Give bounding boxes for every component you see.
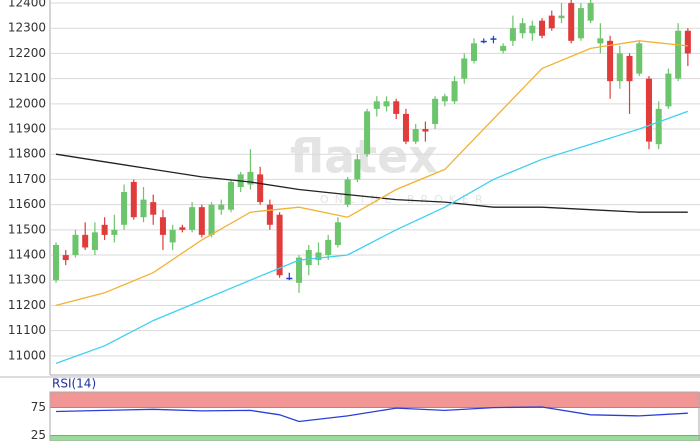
candle-body	[62, 255, 69, 261]
candle-body	[53, 244, 60, 281]
candle-body	[461, 58, 468, 79]
candle-body	[334, 222, 341, 245]
candle-body	[412, 129, 419, 142]
candle-body	[616, 53, 623, 82]
y-tick-label: 12100	[8, 71, 46, 85]
candle-body	[558, 15, 565, 19]
candle-body	[189, 207, 196, 230]
candle-body	[111, 229, 118, 235]
y-tick-label: 11500	[8, 222, 46, 236]
candle-body	[665, 73, 672, 107]
candle-body	[432, 98, 439, 124]
candle-body	[296, 257, 303, 283]
candle-body	[626, 55, 633, 82]
candle-body	[402, 113, 409, 142]
y-tick-label: 12400	[8, 0, 46, 10]
candle-body	[675, 30, 682, 79]
candle-body	[305, 250, 312, 266]
candle-body	[159, 217, 166, 235]
candle-body	[587, 3, 594, 21]
candle-body	[441, 96, 448, 102]
y-tick-label: 12000	[8, 96, 46, 110]
candle-body	[373, 101, 380, 109]
candle-body	[218, 204, 225, 210]
candle-body	[101, 224, 108, 235]
candle-body	[607, 40, 614, 82]
candle-body	[266, 204, 273, 225]
candle-body	[529, 25, 536, 34]
y-tick-label: 25	[31, 428, 46, 441]
candle-body	[470, 43, 478, 61]
candle-body	[325, 239, 332, 256]
candle-body	[169, 229, 176, 243]
candle-body	[247, 171, 254, 185]
candle-body	[315, 252, 322, 261]
candle-body	[121, 192, 128, 225]
y-tick-label: 12300	[8, 21, 46, 35]
y-tick-label: 11000	[8, 348, 46, 362]
rsi-band	[50, 435, 700, 441]
panel-border	[49, 391, 700, 441]
candle-body	[257, 174, 264, 203]
candle-body	[519, 23, 526, 34]
candle-body	[383, 101, 390, 107]
candle-body	[645, 78, 652, 142]
candle-body	[393, 101, 400, 114]
y-tick-label: 12200	[8, 46, 46, 60]
candle-body	[286, 277, 293, 280]
moving-average	[55, 40, 688, 307]
rsi-line	[55, 406, 688, 423]
candle-body	[140, 199, 147, 218]
y-tick-label: 11800	[8, 147, 46, 161]
moving-average	[55, 110, 689, 365]
y-tick-label: 11100	[8, 323, 46, 337]
candle-body	[227, 181, 235, 210]
y-tick-label: 11400	[8, 248, 46, 262]
candle-body	[500, 45, 507, 51]
rsi-title: RSI(14)	[52, 377, 96, 391]
candle-body	[150, 202, 157, 215]
candle-body	[568, 3, 575, 41]
candle-body	[451, 81, 458, 102]
candle-body	[82, 234, 89, 248]
candle-body	[597, 38, 604, 44]
candle-body	[276, 214, 283, 276]
candle-body	[208, 204, 215, 235]
candle-body	[354, 159, 361, 180]
candle-body	[548, 15, 555, 29]
candle-body	[72, 234, 79, 256]
y-tick-label: 11200	[8, 298, 46, 312]
candle-body	[91, 232, 98, 250]
candle-body	[539, 20, 546, 36]
candle-body	[364, 111, 371, 155]
candle-body	[130, 181, 137, 218]
y-tick-label: 11900	[8, 122, 46, 136]
y-tick-label: 11700	[8, 172, 46, 186]
rsi-band	[50, 392, 700, 408]
candle-body	[490, 38, 497, 40]
moving-average	[55, 153, 688, 213]
candle-body	[422, 129, 429, 132]
candle-body	[684, 30, 691, 54]
candle-body	[198, 207, 205, 235]
candle-body	[480, 40, 487, 43]
candle-body	[179, 227, 186, 230]
candle-body	[344, 179, 351, 205]
y-tick-label: 11600	[8, 197, 46, 211]
y-tick-label: 11300	[8, 273, 46, 287]
candle-body	[577, 8, 584, 39]
candle-body	[655, 108, 662, 145]
candle-body	[636, 43, 643, 74]
candle-body	[509, 28, 516, 41]
y-tick-label: 75	[31, 400, 46, 414]
